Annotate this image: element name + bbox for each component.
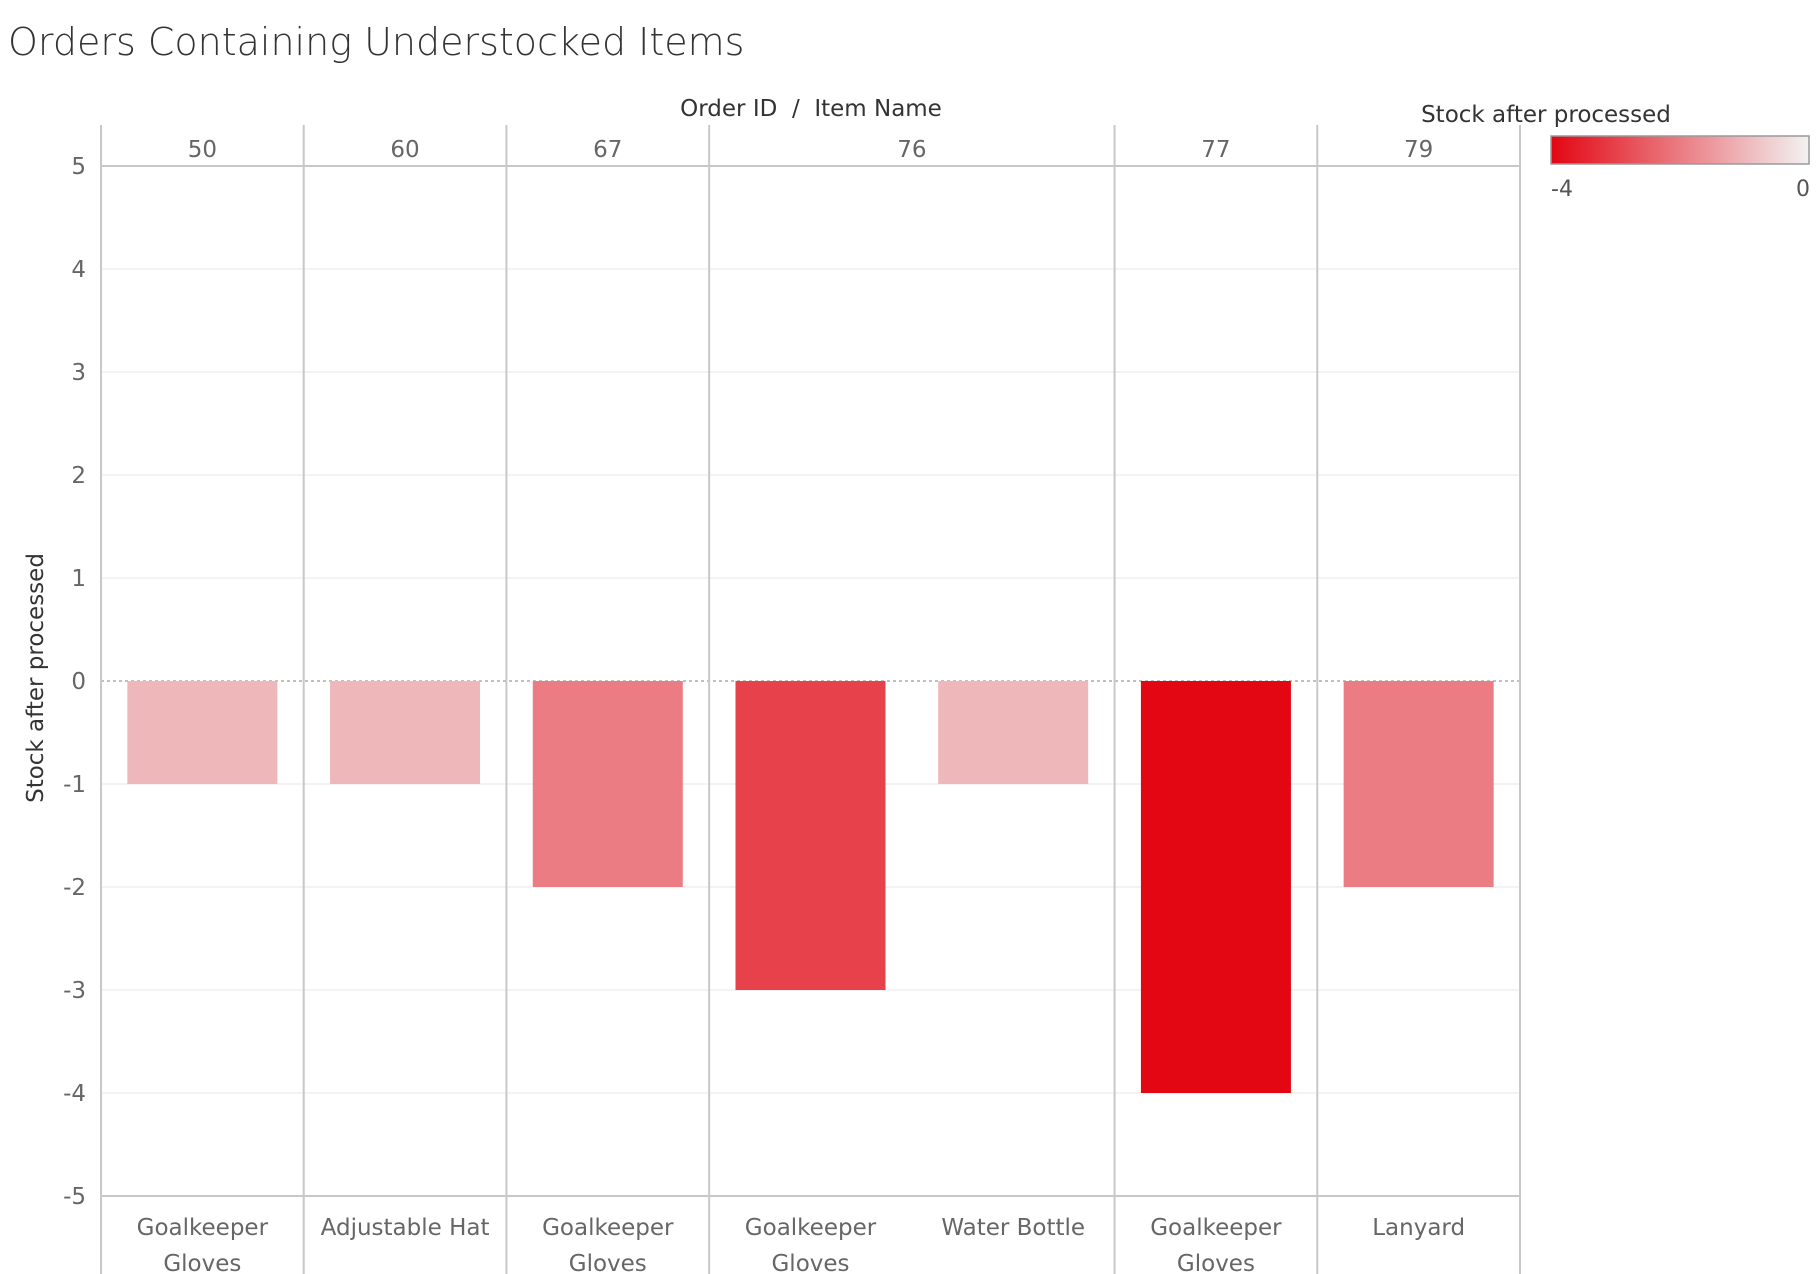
y-tick-label: -4 [63,1081,86,1107]
item-name-label: Lanyard [1372,1215,1465,1241]
y-tick-label: -5 [63,1184,86,1210]
bar[interactable] [735,681,886,990]
item-name-label: Gloves [771,1251,849,1274]
legend-max-label: 0 [1796,177,1810,202]
y-tick-label: 1 [71,566,86,592]
chart-title: Orders Containing Understocked Items [8,20,744,64]
legend-title: Stock after processed [1421,102,1671,128]
y-tick-label: 4 [71,257,86,283]
order-id-header: 79 [1404,137,1433,163]
bars [127,681,1494,1093]
color-legend: Stock after processed -4 0 [1421,102,1810,202]
y-tick-label: -3 [63,978,86,1004]
order-id-header: 76 [897,137,926,163]
bar[interactable] [1140,681,1291,1093]
bar[interactable] [938,681,1089,784]
item-name-label: Gloves [1177,1251,1255,1274]
item-name-label: Gloves [163,1251,241,1274]
order-id-headers: 50 60 67 76 77 79 [188,137,1434,163]
order-id-header: 67 [593,137,622,163]
bar[interactable] [1343,681,1494,887]
item-name-label: Goalkeeper [137,1215,269,1241]
order-id-header: 50 [188,137,217,163]
order-id-header: 77 [1201,137,1230,163]
item-name-labels: Goalkeeper Gloves Adjustable Hat Goalkeeper… [137,1215,1465,1274]
legend-min-label: -4 [1551,177,1573,202]
item-name-label: Goalkeeper [1150,1215,1282,1241]
bar[interactable] [330,681,481,784]
item-name-label: Goalkeeper [745,1215,877,1241]
y-tick-label: 5 [71,154,86,180]
legend-color-ramp [1550,135,1810,165]
column-header: Order ID / Item Name [680,96,942,122]
item-name-label: Adjustable Hat [321,1215,490,1241]
bar[interactable] [127,681,278,784]
item-name-label: Goalkeeper [542,1215,674,1241]
order-id-header: 60 [390,137,419,163]
y-axis-ticks: 5 4 3 2 1 0 -1 -2 -3 -4 -5 [63,154,86,1210]
y-tick-label: 3 [71,360,86,386]
bar[interactable] [532,681,683,887]
y-tick-label: 2 [71,463,86,489]
y-axis-label: Stock after processed [23,553,49,803]
item-name-label: Water Bottle [941,1215,1085,1241]
y-tick-label: 0 [71,669,86,695]
y-tick-label: -1 [63,772,86,798]
item-name-label: Gloves [569,1251,647,1274]
y-tick-label: -2 [63,875,86,901]
